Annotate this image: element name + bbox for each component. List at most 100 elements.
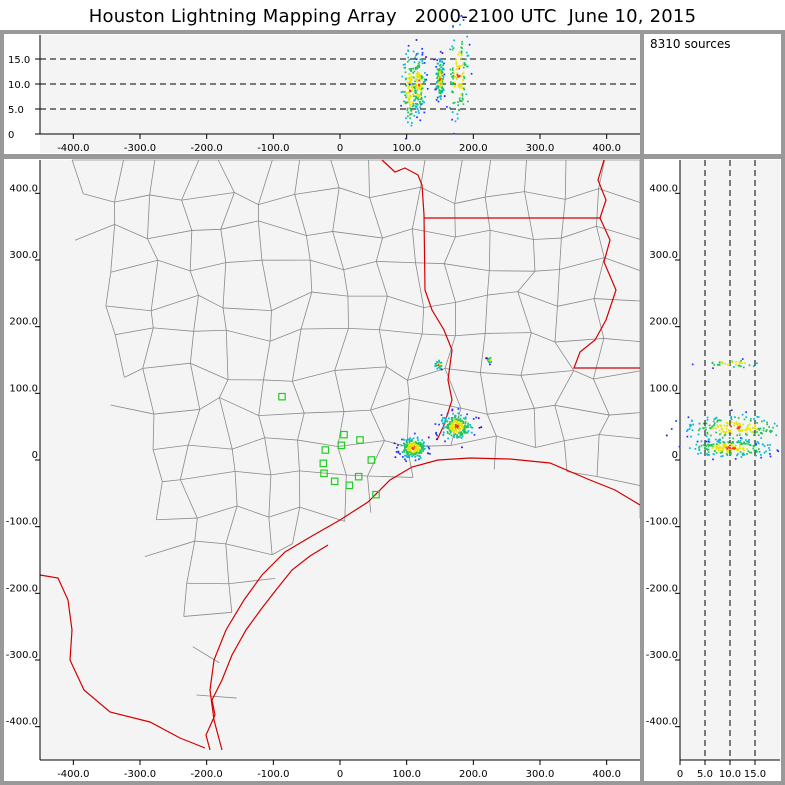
- lightning-source: [412, 437, 415, 440]
- lightning-source: [411, 76, 413, 79]
- lightning-source: [714, 438, 717, 441]
- lightning-source: [721, 427, 723, 430]
- lightning-source: [413, 70, 416, 73]
- lightning-source: [462, 425, 465, 428]
- lightning-source: [439, 76, 442, 78]
- lightning-source: [750, 431, 753, 434]
- lightning-source: [718, 419, 720, 422]
- lightning-source: [439, 365, 442, 368]
- lightning-source: [688, 447, 691, 449]
- y-tick-label: -200.0: [6, 583, 38, 594]
- lightning-source: [416, 445, 419, 448]
- lightning-source: [727, 449, 729, 452]
- lightning-source: [422, 450, 424, 453]
- lightning-source: [450, 416, 453, 419]
- lightning-source: [405, 77, 407, 80]
- lightning-source: [736, 423, 739, 425]
- lightning-source: [477, 417, 480, 419]
- lightning-source: [443, 95, 446, 97]
- lightning-source: [707, 443, 710, 446]
- lightning-source: [776, 449, 779, 452]
- lightning-source: [463, 426, 466, 429]
- station-marker: [367, 456, 376, 464]
- lightning-source: [406, 109, 409, 111]
- lightning-source: [415, 452, 418, 455]
- lightning-source: [408, 72, 411, 75]
- lightning-source: [754, 427, 757, 430]
- lightning-source: [769, 430, 771, 433]
- lightning-source: [402, 449, 405, 452]
- lightning-source: [769, 431, 772, 434]
- lightning-source: [739, 425, 741, 428]
- lightning-source: [747, 450, 750, 453]
- x-tick-label: 400.0: [592, 143, 621, 154]
- lightning-source: [446, 430, 449, 433]
- lightning-source: [747, 427, 750, 430]
- lightning-source: [414, 440, 417, 443]
- lightning-source: [439, 71, 442, 73]
- lightning-source: [702, 427, 704, 429]
- arkansas-border: [424, 159, 607, 219]
- lightning-source: [408, 77, 411, 79]
- lightning-source: [720, 455, 723, 458]
- lightning-source: [421, 443, 424, 446]
- lightning-source: [738, 434, 741, 436]
- lightning-source: [438, 86, 441, 88]
- lightning-source: [703, 444, 705, 446]
- lightning-source: [490, 361, 493, 363]
- y-tick-label: -300.0: [6, 650, 38, 661]
- map-axes: [35, 160, 640, 765]
- lightning-source: [689, 423, 691, 426]
- x-tick-label: 15.0: [744, 769, 766, 780]
- lightning-source: [463, 77, 466, 79]
- lightning-source: [418, 83, 420, 86]
- lightning-source: [407, 49, 409, 52]
- lightning-source: [678, 445, 681, 448]
- lightning-source: [458, 85, 461, 88]
- station-marker: [340, 430, 348, 439]
- lightning-source: [452, 102, 455, 104]
- lightning-source: [436, 68, 439, 71]
- lightning-source: [414, 89, 416, 92]
- lightning-source: [419, 106, 422, 109]
- lightning-source: [458, 428, 460, 431]
- lightning-source: [466, 55, 469, 57]
- lightning-source: [715, 431, 717, 434]
- lightning-source: [426, 74, 428, 76]
- lightning-source: [451, 90, 453, 93]
- lightning-source: [440, 69, 443, 71]
- lightning-source: [710, 444, 712, 446]
- lightning-source: [454, 424, 457, 426]
- lightning-source: [419, 74, 422, 76]
- lightning-source: [750, 418, 752, 420]
- lightning-source: [458, 67, 461, 70]
- lightning-source: [436, 96, 439, 99]
- lightning-source: [420, 98, 423, 101]
- lightning-source: [745, 416, 748, 418]
- lightning-source: [416, 93, 419, 96]
- lightning-source: [459, 65, 462, 68]
- lightning-source: [452, 91, 455, 94]
- y-tick-label: 100.0: [649, 383, 678, 394]
- lightning-source: [448, 423, 451, 426]
- lightning-source: [404, 78, 407, 81]
- lightning-source: [407, 121, 409, 124]
- lightning-source: [462, 71, 465, 74]
- lightning-source: [416, 449, 419, 452]
- lightning-source: [722, 430, 724, 432]
- lightning-source: [441, 60, 444, 63]
- lightning-source: [418, 72, 421, 75]
- lightning-source: [423, 447, 426, 450]
- lightning-source: [407, 438, 409, 441]
- lightning-source: [457, 76, 459, 78]
- lightning-source: [414, 56, 416, 59]
- lightning-source: [409, 450, 412, 453]
- lightning-source: [463, 432, 466, 434]
- x-tick-label: 0: [337, 143, 343, 154]
- lightning-source: [738, 422, 741, 425]
- lightning-source: [437, 69, 440, 72]
- lightning-source: [438, 73, 441, 76]
- lightning-source: [705, 422, 708, 425]
- lightning-source: [462, 429, 464, 432]
- lightning-source: [743, 442, 746, 445]
